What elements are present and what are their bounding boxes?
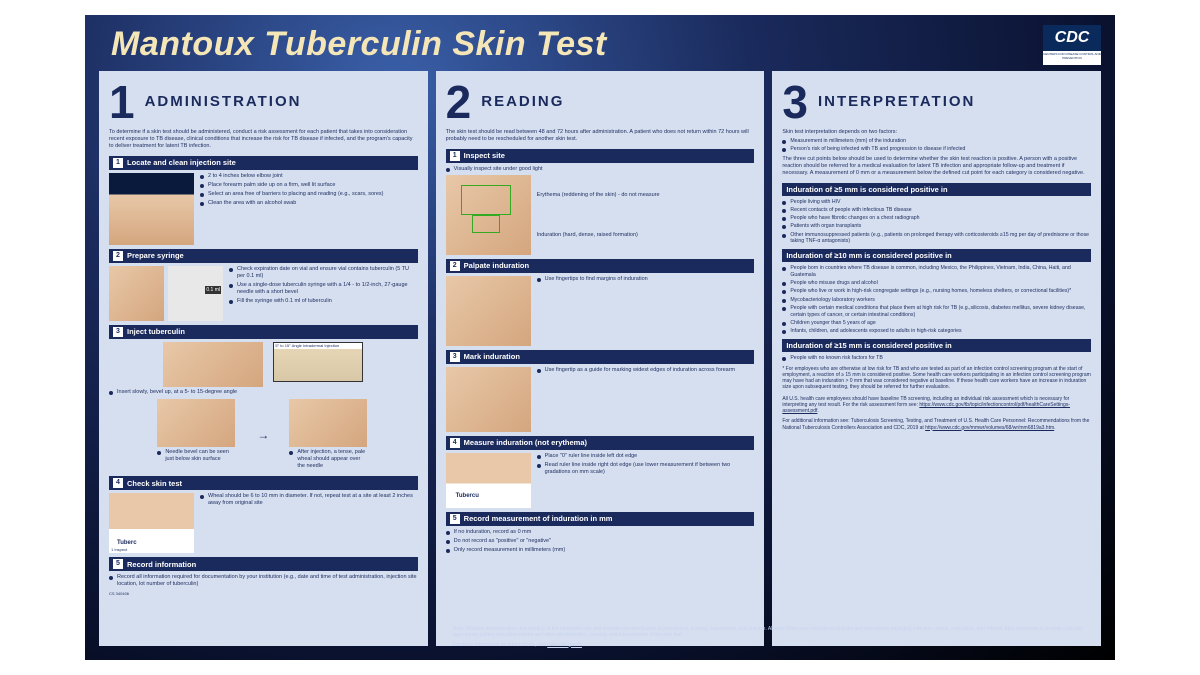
photo-palpate: [446, 276, 531, 346]
b: Children younger than 5 years of age: [782, 320, 1091, 327]
footer-note: Note: Reliable administration and readin…: [445, 622, 1097, 653]
link-mmwr[interactable]: https://www.cdc.gov/mmwr/volumes/68/wr/m…: [925, 425, 1054, 431]
step1-5-bar: 5Record information: [109, 557, 418, 571]
doc-code: CS 340406: [109, 592, 418, 597]
photo-inject: [163, 342, 263, 387]
step2-4-bar: 4Measure induration (not erythema): [446, 436, 755, 450]
header: Mantoux Tuberculin Skin Test CDC CENTERS…: [99, 25, 1101, 65]
b: People born in countries where TB diseas…: [782, 265, 1091, 279]
col3-title: INTERPRETATION: [818, 93, 975, 111]
b: Patients with organ transplants: [782, 223, 1091, 230]
b: People with certain medical conditions t…: [782, 305, 1091, 319]
col1-num: 1: [109, 79, 135, 125]
b: Wheal should be 6 to 10 mm in diameter. …: [200, 493, 418, 507]
p1: All U.S. health care employees should ha…: [782, 396, 1091, 415]
poster: Mantoux Tuberculin Skin Test CDC CENTERS…: [85, 15, 1115, 660]
col3-intro2: The three cut points below should be use…: [782, 156, 1091, 177]
photo-mark: [446, 367, 531, 432]
star-note: * For employees who are otherwise at low…: [782, 366, 1091, 391]
b: Clean the area with an alcohol swab: [200, 200, 418, 207]
photo-ruler: Tuberc 1 Inspect: [109, 493, 194, 553]
col2-num: 2: [446, 79, 472, 125]
cdc-logo: CDC CENTERS FOR DISEASE CONTROL AND PREV…: [1043, 25, 1101, 65]
label-induration: Induration (hard, dense, raised formatio…: [537, 232, 755, 239]
b: Record all information required for docu…: [109, 574, 418, 588]
note-p2: For more information on tuberculosis, vi…: [453, 642, 1089, 649]
photo-measure: Tubercu: [446, 453, 531, 508]
b: People who live or work in high-risk con…: [782, 288, 1091, 295]
b: Recent contacts of people with infectiou…: [782, 207, 1091, 214]
b: Use a single-dose tuberculin syringe wit…: [229, 282, 418, 296]
b: 2 to 4 inches below elbow joint: [200, 173, 418, 180]
col2-title: READING: [481, 93, 564, 111]
b: Insert slowly, bevel up, at a 5- to 15-d…: [109, 389, 418, 396]
b: Check expiration date on vial and ensure…: [229, 266, 418, 280]
step2-3-bar: 3Mark induration: [446, 350, 755, 364]
b: Do not record as "positive" or "negative…: [446, 538, 755, 545]
label-erythema: Erythema (reddening of the skin) - do no…: [537, 192, 755, 199]
b: Only record measurement in millimeters (…: [446, 547, 755, 554]
step2-2-bar: 2Palpate induration: [446, 259, 755, 273]
photo-syringe: 0.1 ml: [168, 266, 223, 321]
b: Mycobacteriology laboratory workers: [782, 297, 1091, 304]
cut5-bar: Induration of ≥5 mm is considered positi…: [782, 183, 1091, 196]
b: People with no known risk factors for TB: [782, 355, 1091, 362]
cut10-bar: Induration of ≥10 mm is considered posit…: [782, 249, 1091, 262]
p2: For additional information see: Tubercul…: [782, 418, 1091, 431]
col-interpretation: 3 INTERPRETATION Skin test interpretatio…: [772, 71, 1101, 646]
b: Place "0" ruler line inside left dot edg…: [537, 453, 755, 460]
b: People who have fibrotic changes on a ch…: [782, 215, 1091, 222]
b: Other immunosuppressed patients (e.g., p…: [782, 232, 1091, 246]
b: If no induration, record as 0 mm: [446, 529, 755, 536]
b: Read ruler line inside right dot edge (u…: [537, 462, 755, 476]
b: People living with HIV: [782, 199, 1091, 206]
cdc-sub: CENTERS FOR DISEASE CONTROL AND PREVENTI…: [1043, 51, 1101, 60]
diagram-angle: 5° to 15° Angle Intradermal Injection: [273, 342, 363, 382]
col2-intro: The skin test should be read between 48 …: [446, 129, 755, 143]
photo-wheal: [289, 399, 367, 447]
col3-intro: Skin test interpretation depends on two …: [782, 129, 1091, 136]
col1-title: ADMINISTRATION: [145, 93, 302, 111]
step1-1-bar: 1Locate and clean injection site: [109, 156, 418, 170]
step1-4-bar: 4Check skin test: [109, 476, 418, 490]
b: Measurement in millimeters (mm) of the i…: [782, 138, 1091, 145]
photo-forearm: [109, 173, 194, 245]
step2-1-bar: 1Inspect site: [446, 149, 755, 163]
b: Select an area free of barriers to placi…: [200, 191, 418, 198]
step1-2-bar: 2Prepare syringe: [109, 249, 418, 263]
c: After injection, a tense, pale wheal sho…: [289, 449, 369, 470]
b: Visually inspect site under good light: [446, 166, 755, 173]
col1-intro: To determine if a skin test should be ad…: [109, 129, 418, 150]
photo-bevel: [157, 399, 235, 447]
c: Needle bevel can be seen just below skin…: [157, 449, 237, 463]
b: People who misuse drugs and alcohol: [782, 280, 1091, 287]
photo-inspect: [446, 175, 531, 255]
step1-3-bar: 3Inject tuberculin: [109, 325, 418, 339]
note-p1: Note: Reliable administration and readin…: [453, 626, 1089, 639]
b: Infants, children, and adolescents expos…: [782, 328, 1091, 335]
cut15-bar: Induration of ≥15 mm is considered posit…: [782, 339, 1091, 352]
b: Use fingertip as a guide for marking wid…: [537, 367, 755, 374]
b: Fill the syringe with 0.1 ml of tubercul…: [229, 298, 418, 305]
photo-vial: [109, 266, 164, 321]
cdc-abbr: CDC: [1043, 25, 1101, 51]
col3-num: 3: [782, 79, 808, 125]
step2-5-bar: 5Record measurement of induration in mm: [446, 512, 755, 526]
main-title: Mantoux Tuberculin Skin Test: [111, 25, 607, 64]
b: Place forearm palm side up on a firm, we…: [200, 182, 418, 189]
columns: 1 ADMINISTRATION To determine if a skin …: [99, 71, 1101, 646]
b: Person's risk of being infected with TB …: [782, 146, 1091, 153]
col-reading: 2 READING The skin test should be read b…: [436, 71, 765, 646]
link-cdc-tb[interactable]: www.cdc.gov/tb: [547, 642, 582, 648]
col-administration: 1 ADMINISTRATION To determine if a skin …: [99, 71, 428, 646]
b: Use fingertips to find margins of indura…: [537, 276, 755, 283]
